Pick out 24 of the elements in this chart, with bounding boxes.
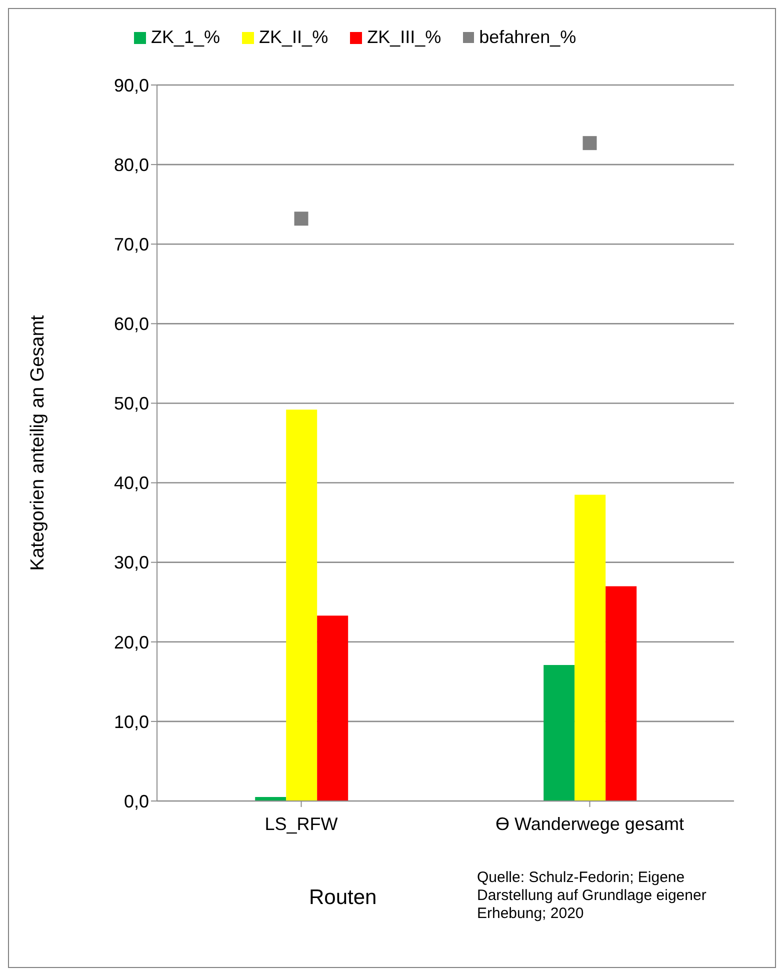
y-tick-label: 50,0 xyxy=(114,394,149,414)
legend-label: ZK_1_% xyxy=(151,27,220,48)
bar xyxy=(317,616,348,801)
bar xyxy=(574,494,606,801)
legend-label: ZK_II_% xyxy=(259,27,328,48)
y-tick-label: 10,0 xyxy=(114,712,149,732)
y-tick-label: 0,0 xyxy=(124,791,149,812)
y-tick-label: 20,0 xyxy=(114,632,149,652)
y-tick-label: 60,0 xyxy=(114,314,149,334)
bar xyxy=(544,664,575,801)
y-axis-title: Kategorien anteilig an Gesamt xyxy=(28,314,49,571)
legend-label: befahren_% xyxy=(479,27,576,48)
y-tick-label: 70,0 xyxy=(114,234,149,254)
bar xyxy=(286,410,318,801)
bar xyxy=(606,586,637,801)
x-tick-label: LS_RFW xyxy=(264,814,338,834)
y-tick-label: 30,0 xyxy=(114,552,149,573)
y-tick-label: 90,0 xyxy=(114,75,149,96)
source-note: Quelle: Schulz-Fedorin; Eigene Darstellung auf Grundlage eigener Erhebung; 2020 xyxy=(477,869,708,923)
x-tick-label: ϴ Wanderwege gesamt xyxy=(496,814,684,834)
legend-label: ZK_III_% xyxy=(367,27,442,48)
y-tick-label: 80,0 xyxy=(114,154,149,175)
y-tick-label: 40,0 xyxy=(114,473,149,494)
x-axis-title: Routen xyxy=(309,886,377,910)
